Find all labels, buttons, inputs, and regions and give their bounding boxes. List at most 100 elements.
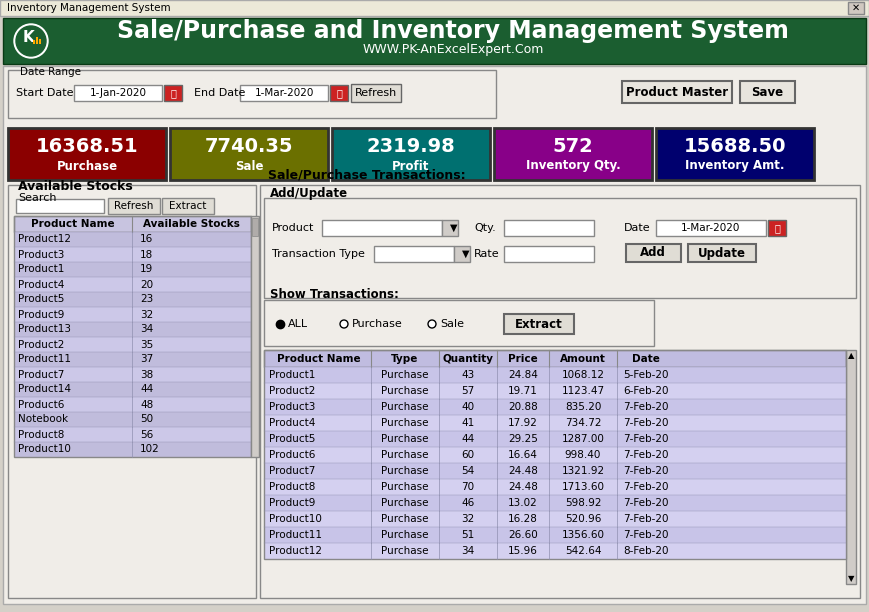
FancyBboxPatch shape (332, 128, 490, 180)
Text: Product4: Product4 (18, 280, 64, 289)
Text: Price: Price (508, 354, 538, 364)
Text: 70: 70 (461, 482, 474, 492)
Text: Product: Product (272, 223, 315, 233)
FancyBboxPatch shape (164, 85, 182, 101)
Text: 1287.00: 1287.00 (561, 434, 605, 444)
Text: 1-Mar-2020: 1-Mar-2020 (255, 88, 314, 98)
Text: Sale/Purchase Transactions:: Sale/Purchase Transactions: (268, 168, 466, 182)
Text: ▼: ▼ (450, 223, 457, 233)
FancyBboxPatch shape (16, 199, 104, 213)
FancyBboxPatch shape (74, 85, 162, 101)
Text: 57: 57 (461, 386, 474, 396)
FancyBboxPatch shape (3, 66, 866, 604)
Text: 🗓: 🗓 (774, 223, 780, 233)
Text: 🗓: 🗓 (170, 88, 176, 98)
Text: Qty.: Qty. (474, 223, 495, 233)
FancyBboxPatch shape (264, 198, 856, 298)
FancyBboxPatch shape (622, 81, 732, 103)
Text: 19: 19 (140, 264, 153, 275)
FancyBboxPatch shape (264, 350, 846, 367)
Text: Product1: Product1 (269, 370, 315, 380)
Text: Product7: Product7 (18, 370, 64, 379)
Text: Product Master: Product Master (626, 86, 728, 99)
Text: Product3: Product3 (18, 250, 64, 259)
Text: 41: 41 (461, 418, 474, 428)
FancyBboxPatch shape (264, 479, 846, 495)
Text: Search: Search (18, 193, 56, 203)
Text: 40: 40 (461, 402, 474, 412)
Text: Extract: Extract (169, 201, 207, 211)
Text: Product10: Product10 (18, 444, 71, 455)
Text: 20: 20 (140, 280, 153, 289)
FancyBboxPatch shape (240, 85, 328, 101)
FancyBboxPatch shape (264, 415, 846, 431)
Text: 998.40: 998.40 (565, 450, 601, 460)
FancyBboxPatch shape (14, 382, 251, 397)
Text: 102: 102 (140, 444, 160, 455)
Text: 7740.35: 7740.35 (205, 136, 293, 155)
Text: Inventory Amt.: Inventory Amt. (686, 160, 785, 173)
FancyBboxPatch shape (846, 350, 856, 584)
Text: Transaction Type: Transaction Type (272, 249, 365, 259)
FancyBboxPatch shape (264, 399, 846, 415)
FancyBboxPatch shape (14, 307, 251, 322)
FancyBboxPatch shape (162, 198, 214, 214)
FancyBboxPatch shape (264, 300, 654, 346)
Text: Product12: Product12 (269, 546, 322, 556)
Text: 542.64: 542.64 (565, 546, 601, 556)
Text: Product6: Product6 (269, 450, 315, 460)
Text: Purchase: Purchase (56, 160, 117, 173)
Text: Product1: Product1 (18, 264, 64, 275)
FancyBboxPatch shape (14, 367, 251, 382)
Text: Purchase: Purchase (381, 386, 428, 396)
Text: 5-Feb-20: 5-Feb-20 (623, 370, 669, 380)
Text: Product6: Product6 (18, 400, 64, 409)
Text: Product Name: Product Name (31, 219, 115, 229)
FancyBboxPatch shape (626, 244, 681, 262)
Text: 16.64: 16.64 (508, 450, 538, 460)
Text: 43: 43 (461, 370, 474, 380)
Text: Purchase: Purchase (381, 418, 428, 428)
Text: Sale: Sale (235, 160, 263, 173)
Text: Add: Add (640, 247, 666, 259)
Text: Product10: Product10 (269, 514, 322, 524)
FancyBboxPatch shape (351, 84, 401, 102)
Text: End Date: End Date (194, 88, 245, 98)
Circle shape (14, 24, 48, 58)
FancyBboxPatch shape (14, 292, 251, 307)
Text: 35: 35 (140, 340, 153, 349)
FancyBboxPatch shape (170, 128, 328, 180)
FancyBboxPatch shape (14, 442, 251, 457)
Text: Purchase: Purchase (381, 530, 428, 540)
Text: Update: Update (698, 247, 746, 259)
Circle shape (428, 320, 436, 328)
Text: Product11: Product11 (269, 530, 322, 540)
Text: 54: 54 (461, 466, 474, 476)
Text: 16368.51: 16368.51 (36, 136, 138, 155)
FancyBboxPatch shape (264, 383, 846, 399)
Text: 1-Jan-2020: 1-Jan-2020 (90, 88, 147, 98)
Text: 32: 32 (140, 310, 153, 319)
Text: Profit: Profit (392, 160, 429, 173)
Text: 34: 34 (140, 324, 153, 335)
FancyBboxPatch shape (14, 352, 251, 367)
Text: 7-Feb-20: 7-Feb-20 (623, 402, 669, 412)
Text: Available Stocks: Available Stocks (18, 181, 133, 193)
FancyBboxPatch shape (14, 247, 251, 262)
Text: Product2: Product2 (18, 340, 64, 349)
Text: 6-Feb-20: 6-Feb-20 (623, 386, 669, 396)
Text: Product9: Product9 (269, 498, 315, 508)
Text: 32: 32 (461, 514, 474, 524)
Text: 37: 37 (140, 354, 153, 365)
Text: Purchase: Purchase (381, 498, 428, 508)
Text: 8-Feb-20: 8-Feb-20 (623, 546, 669, 556)
FancyBboxPatch shape (656, 128, 814, 180)
Text: 50: 50 (140, 414, 153, 425)
FancyBboxPatch shape (0, 0, 869, 16)
Text: 572: 572 (553, 136, 594, 155)
Text: 7-Feb-20: 7-Feb-20 (623, 482, 669, 492)
Text: 23: 23 (140, 294, 153, 305)
FancyBboxPatch shape (14, 277, 251, 292)
Text: Purchase: Purchase (381, 402, 428, 412)
Text: 44: 44 (461, 434, 474, 444)
